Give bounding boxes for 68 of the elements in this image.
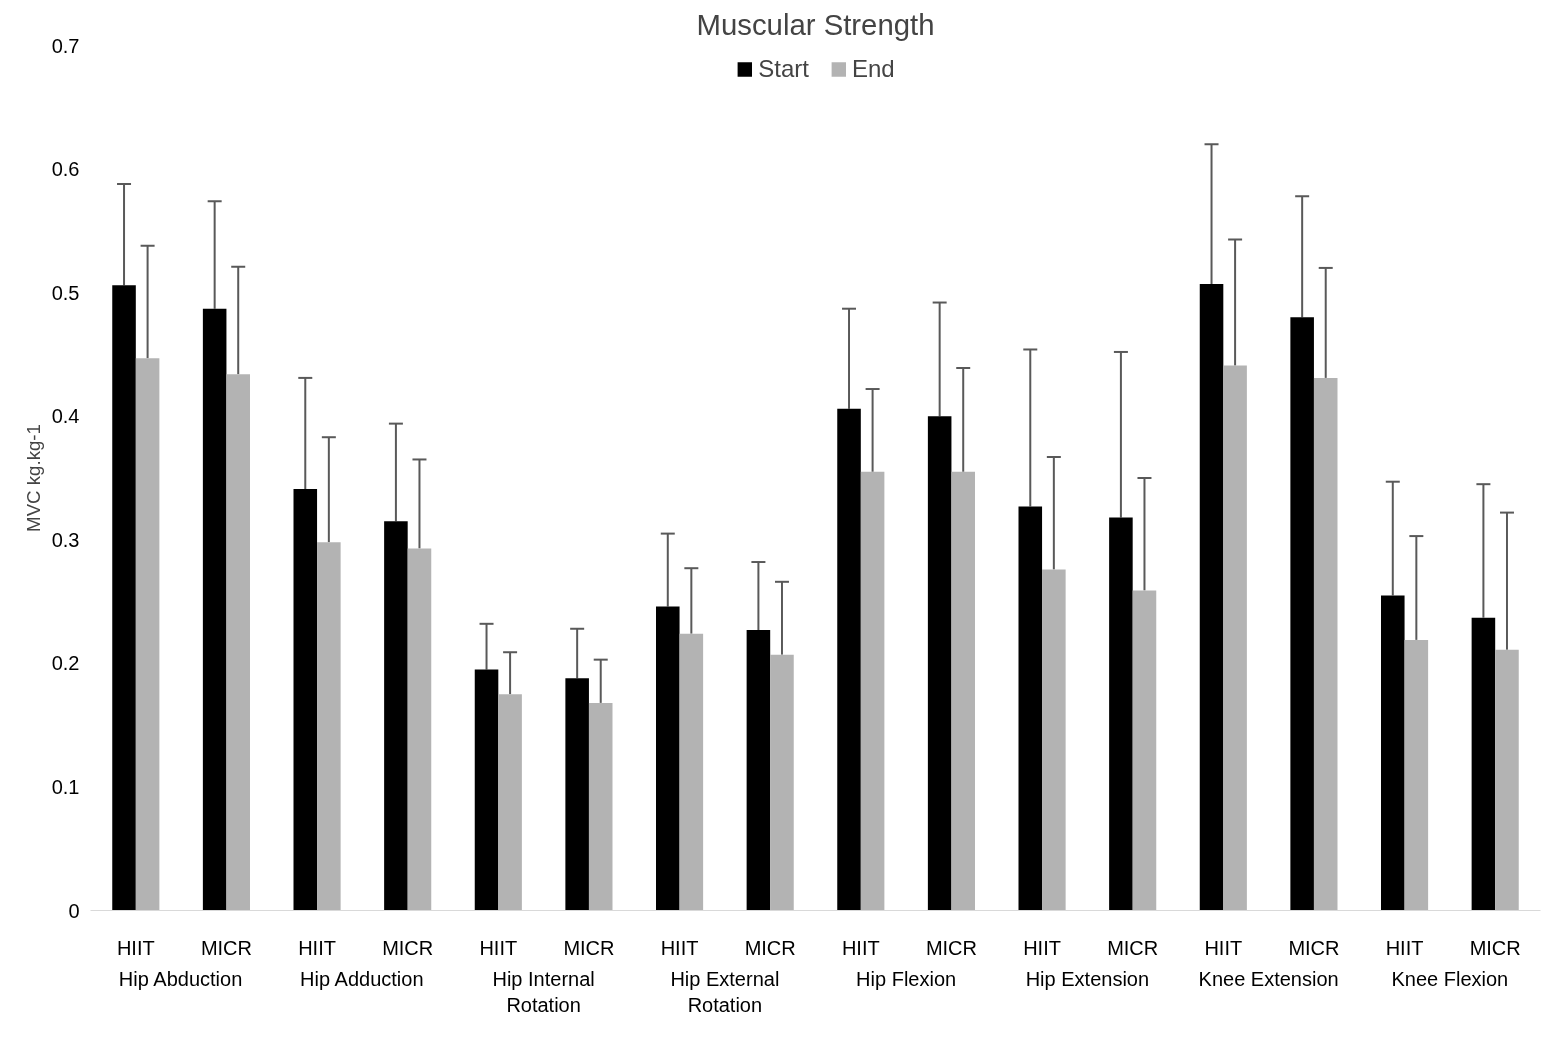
bar <box>1199 283 1224 911</box>
text: Hip Abduction <box>118 967 243 990</box>
bar <box>384 521 408 911</box>
bar <box>1404 639 1429 911</box>
bar <box>837 408 861 911</box>
bar <box>1042 569 1066 911</box>
bar <box>202 308 227 911</box>
legend-label: Start <box>758 55 809 83</box>
bar <box>588 702 613 911</box>
x-tick-label: HIIT <box>479 936 518 959</box>
y-tick-label: 0.2 <box>51 652 80 675</box>
x-tick-label: HIIT <box>116 936 155 959</box>
legend-label: End <box>851 55 895 83</box>
bar <box>1495 649 1519 911</box>
bar <box>135 358 160 911</box>
y-tick-label: 0.7 <box>51 34 80 57</box>
bar <box>1132 590 1157 911</box>
x-tick-label: HIIT <box>298 936 336 959</box>
bar <box>112 285 136 911</box>
x-tick-label: MICR <box>925 936 977 959</box>
text: Hip Internal Rotation <box>492 967 595 1016</box>
bar <box>293 489 318 911</box>
x-tick-label: MICR <box>1107 936 1159 959</box>
bar <box>1223 365 1247 911</box>
bar <box>1313 377 1338 911</box>
text: Knee Flexion <box>1391 967 1509 990</box>
bar <box>770 654 794 911</box>
text: Hip Adduction <box>300 967 424 990</box>
chart-title: Muscular Strength <box>696 7 935 41</box>
y-tick-label: 0 <box>68 899 80 922</box>
x-tick-label: MICR <box>1469 936 1521 959</box>
x-tick-label: HIIT <box>1204 936 1243 959</box>
bar <box>565 678 589 911</box>
bar <box>1290 317 1314 911</box>
bar <box>1381 595 1405 911</box>
y-tick-label: 0.6 <box>51 158 80 181</box>
text: Hip Extension <box>1025 967 1150 990</box>
bar <box>679 633 704 911</box>
bar <box>1471 617 1496 911</box>
x-tick-label: MICR <box>563 936 615 959</box>
bar <box>1018 506 1043 911</box>
bar <box>226 374 250 911</box>
x-tick-label: HIIT <box>1385 936 1424 959</box>
y-tick-label: 0.3 <box>51 528 80 551</box>
bar <box>927 416 952 911</box>
x-tick-label: HIIT <box>660 936 699 959</box>
y-tick-label: 0.5 <box>51 281 80 304</box>
x-tick-label: HIIT <box>1023 936 1061 959</box>
bar <box>317 542 341 911</box>
x-tick-label: HIIT <box>841 936 880 959</box>
x-tick-label: MICR <box>1288 936 1340 959</box>
x-tick-label: MICR <box>200 936 252 959</box>
bar <box>746 629 771 911</box>
text: Hip External Rotation <box>670 967 780 1016</box>
text: Knee Extension <box>1198 967 1339 990</box>
bar <box>656 606 680 911</box>
x-tick-label: MICR <box>744 936 796 959</box>
bar <box>1109 517 1133 911</box>
bar <box>474 669 499 911</box>
y-tick-label: 0.1 <box>51 775 80 798</box>
bar <box>498 694 522 911</box>
y-axis-title: MVC kg.kg-1 <box>22 424 44 532</box>
bar <box>860 471 885 911</box>
y-tick-label: 0.4 <box>51 405 80 428</box>
text: Hip Flexion <box>856 967 957 990</box>
bar <box>407 548 432 911</box>
bar <box>951 471 975 911</box>
x-tick-label: MICR <box>382 936 434 959</box>
